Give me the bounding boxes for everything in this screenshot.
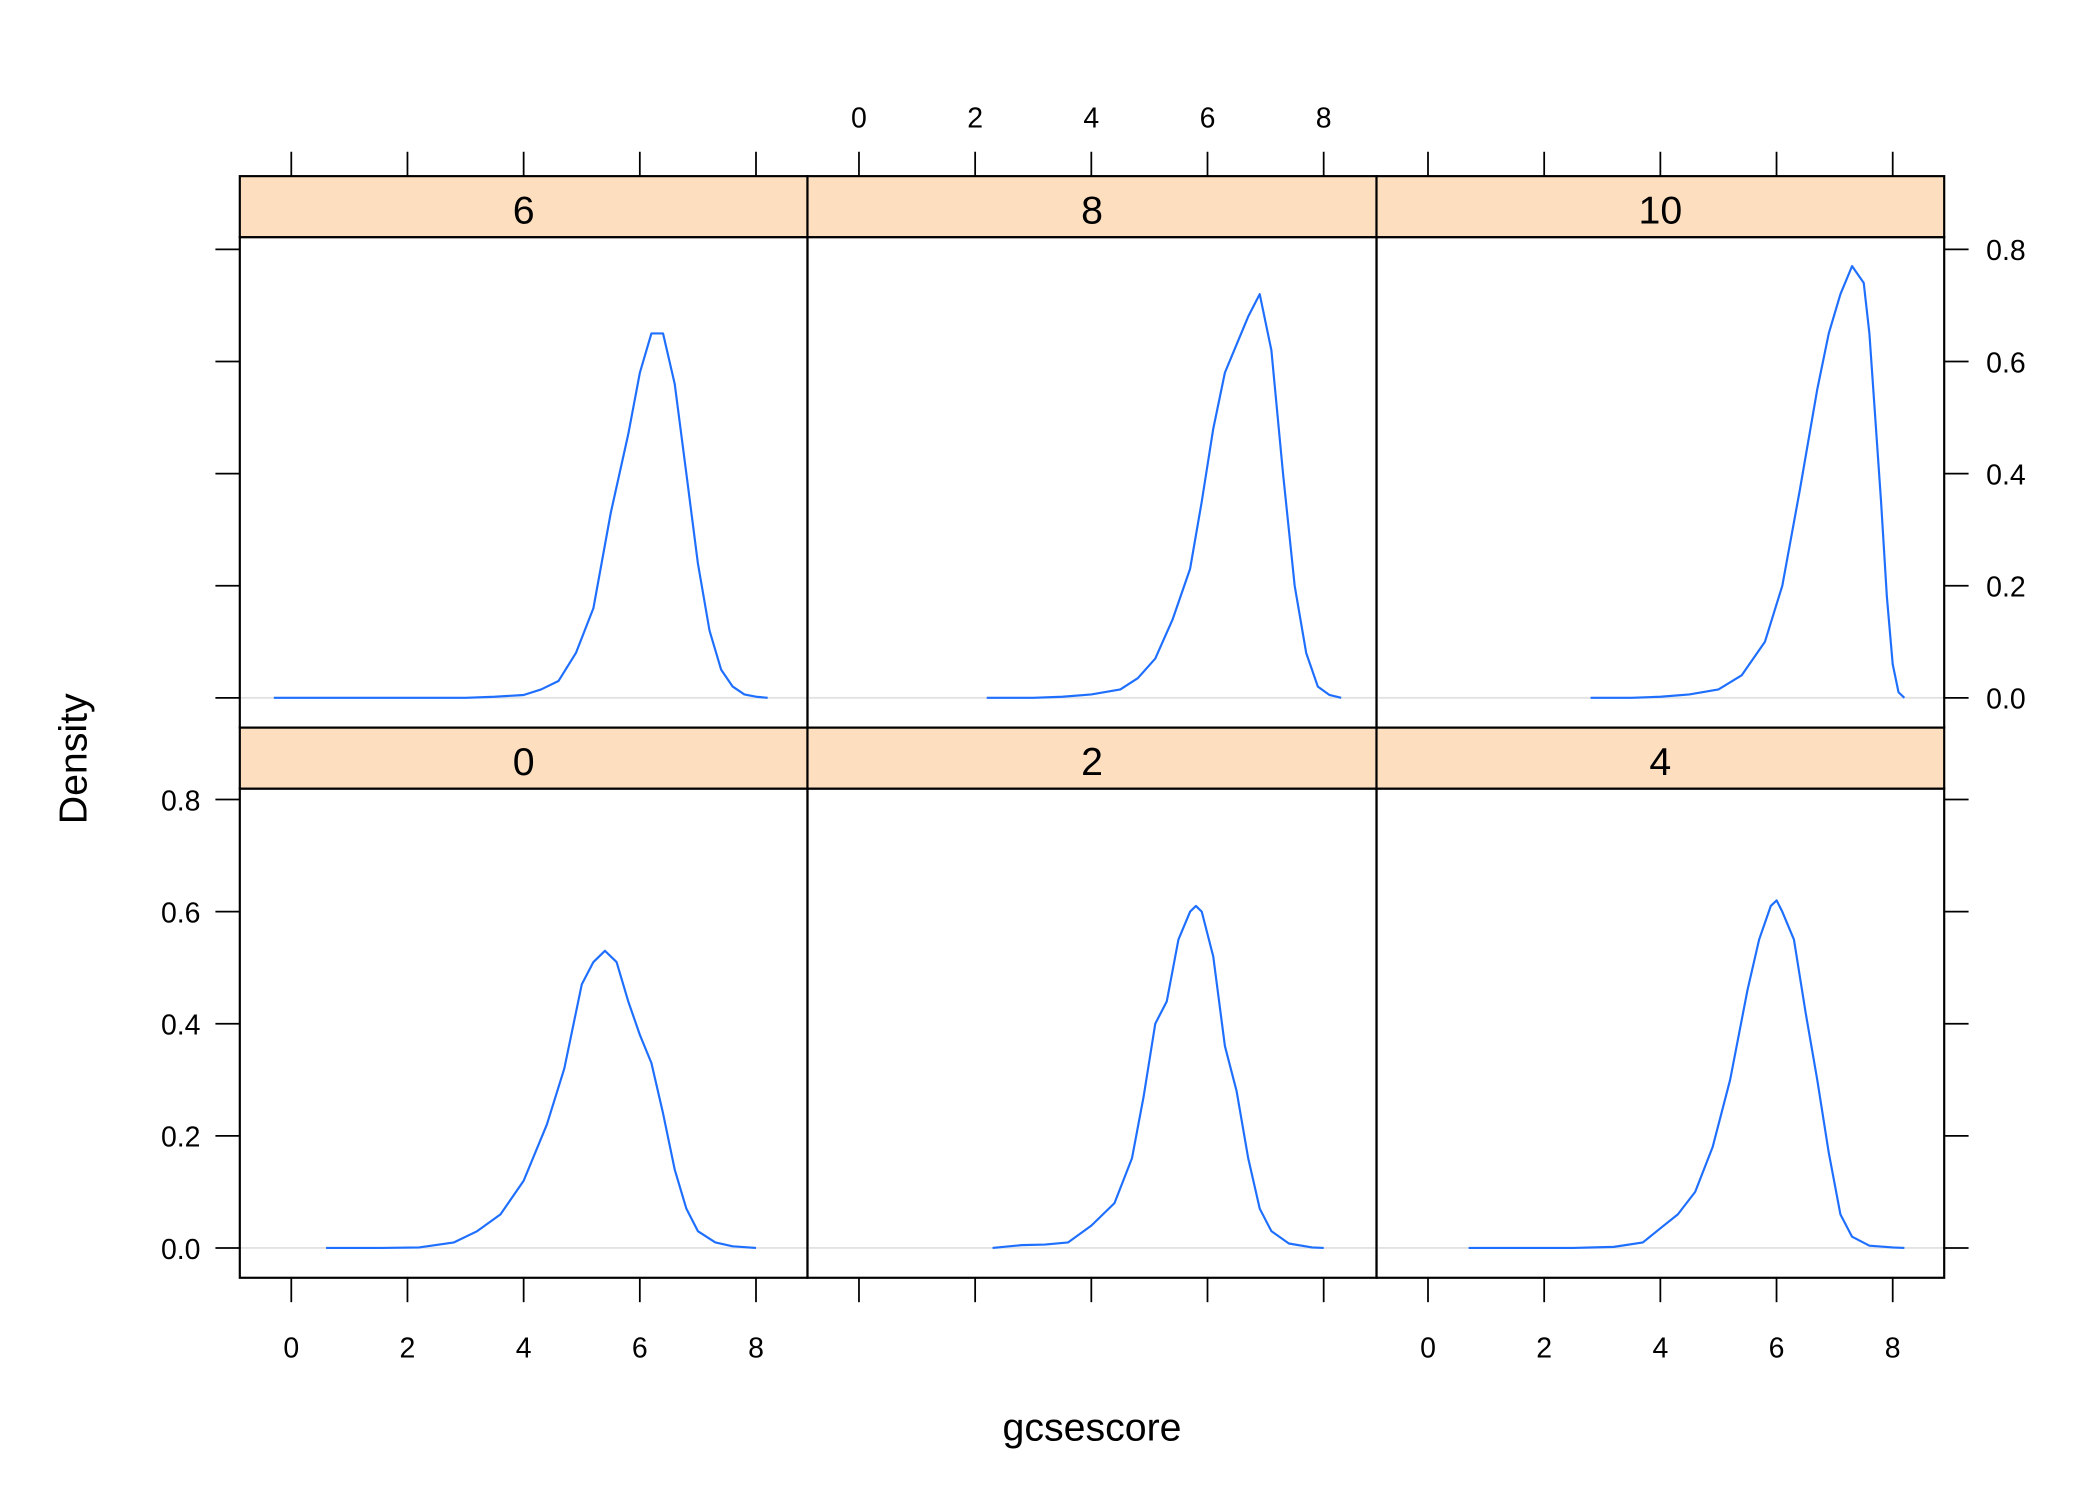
panel-0: 0 — [238, 726, 809, 1279]
panel-frame — [806, 787, 1378, 1279]
top-x-tick-label: 8 — [1316, 102, 1332, 134]
left-y-tick-label: 0.0 — [161, 1234, 201, 1266]
strip-label: 4 — [1649, 740, 1671, 784]
panels-layer: 6 8 10 0 2 4 — [238, 175, 1946, 1279]
bottom-x-tick-label: 2 — [1536, 1333, 1552, 1365]
bottom-x-tick-label: 0 — [1420, 1333, 1436, 1365]
left-y-tick-label: 0.8 — [161, 785, 201, 817]
density-curve — [986, 293, 1342, 699]
panel-frame — [806, 236, 1378, 729]
left-y-tick-label: 0.4 — [161, 1010, 201, 1042]
y-axis-title: Density — [52, 693, 96, 824]
bottom-x-tick-label: 4 — [1652, 1333, 1668, 1365]
strip-label: 6 — [513, 189, 535, 233]
strip-label: 2 — [1081, 740, 1103, 784]
bottom-x-tick-label: 0 — [283, 1333, 299, 1365]
strip-header — [806, 726, 1378, 790]
panel-6: 6 — [238, 175, 809, 729]
density-curve — [273, 332, 768, 699]
density-curve — [1590, 265, 1906, 699]
left-y-tick-label: 0.6 — [161, 897, 201, 929]
axes-layer: 0 2 4 6 8 0 2 4 6 8 0 2 4 6 8 0.0 0.2 0.4 0.6 0.8 0.0 0.2 0.4 0… — [161, 102, 2026, 1364]
density-curve — [1468, 899, 1905, 1250]
density-curve — [326, 949, 757, 1250]
top-x-tick-label: 4 — [1083, 102, 1099, 134]
panel-10: 10 — [1375, 175, 1946, 729]
bottom-x-tick-label: 2 — [400, 1333, 416, 1365]
panel-frame — [1375, 787, 1946, 1279]
right-y-tick-label: 0.6 — [1986, 347, 2026, 379]
bottom-x-tick-label: 6 — [632, 1333, 648, 1365]
strip-header — [238, 726, 809, 790]
strip-label: 10 — [1639, 189, 1683, 233]
panel-frame — [238, 236, 809, 729]
strip-header — [1375, 175, 1946, 239]
right-y-tick-label: 0.8 — [1986, 235, 2026, 267]
bottom-x-tick-label: 8 — [1885, 1333, 1901, 1365]
bottom-x-tick-label: 6 — [1769, 1333, 1785, 1365]
top-x-tick-label: 2 — [967, 102, 983, 134]
strip-label: 0 — [513, 740, 535, 784]
panel-2: 2 — [806, 726, 1378, 1279]
panel-frame — [238, 787, 809, 1279]
panel-4: 4 — [1375, 726, 1946, 1279]
right-y-tick-label: 0.0 — [1986, 684, 2026, 716]
density-curve — [992, 904, 1324, 1250]
strip-label: 8 — [1081, 189, 1103, 233]
right-y-tick-label: 0.4 — [1986, 459, 2026, 491]
bottom-x-tick-label: 8 — [748, 1333, 764, 1365]
x-axis-title: gcsescore — [1002, 1405, 1181, 1449]
strip-header — [1375, 726, 1946, 790]
left-y-tick-label: 0.2 — [161, 1122, 201, 1154]
right-y-tick-label: 0.2 — [1986, 572, 2026, 604]
top-x-tick-label: 0 — [851, 102, 867, 134]
panel-8: 8 — [806, 175, 1378, 729]
panel-frame — [1375, 236, 1946, 729]
bottom-x-tick-label: 4 — [516, 1333, 532, 1365]
top-x-tick-label: 6 — [1200, 102, 1216, 134]
